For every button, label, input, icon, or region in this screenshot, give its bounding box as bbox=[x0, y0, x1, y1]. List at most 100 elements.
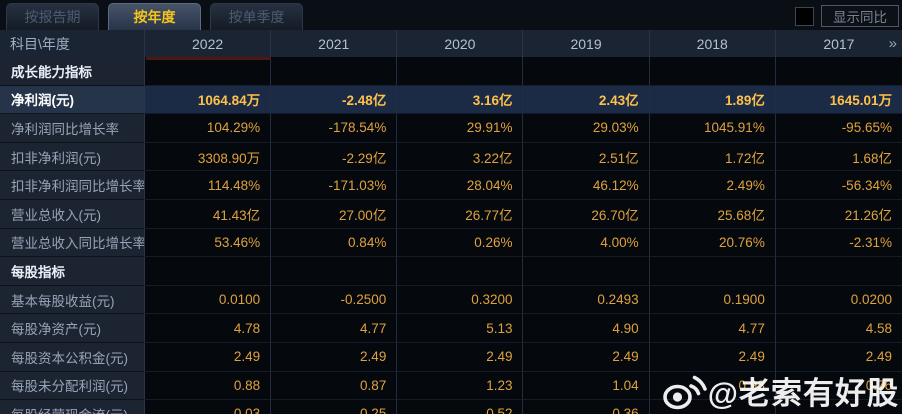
value-cell: 0.87 bbox=[271, 371, 398, 401]
value-cell bbox=[775, 400, 902, 414]
value-cell: 114.48% bbox=[145, 171, 272, 200]
value-cell bbox=[397, 257, 524, 286]
corner-header-cell: 科目\年度 bbox=[0, 30, 145, 57]
show-yoy-label[interactable]: 显示同比 bbox=[821, 5, 899, 27]
table-body: 成长能力指标 净利润(元) 1064.84万 -2.48亿 3.16亿 2.43亿 1.89… bbox=[0, 57, 902, 414]
table-row[interactable]: 营业总收入同比增长率 53.46% 0.84% 0.26% 4.00% 20.76% -2.… bbox=[0, 228, 902, 258]
value-cell: 4.77 bbox=[271, 314, 398, 343]
selected-column-indicator bbox=[146, 57, 271, 60]
tab-by-single-quarter[interactable]: 按单季度 bbox=[210, 3, 303, 30]
value-cell: 2.49 bbox=[649, 342, 776, 372]
value-cell: 21.26亿 bbox=[775, 199, 902, 229]
tab-by-report-period[interactable]: 按报告期 bbox=[6, 3, 99, 30]
value-cell: 53.46% bbox=[145, 228, 272, 258]
row-label: 扣非净利润(元) bbox=[0, 142, 145, 172]
value-cell: 26.77亿 bbox=[397, 199, 524, 229]
row-label: 成长能力指标 bbox=[0, 57, 145, 86]
row-label: 每股净资产(元) bbox=[0, 314, 145, 343]
value-cell bbox=[523, 57, 650, 86]
value-cell: 4.90 bbox=[523, 314, 650, 343]
value-cell: 25.68亿 bbox=[649, 199, 776, 229]
value-cell: 1064.84万 bbox=[145, 85, 272, 115]
value-cell: -2.48亿 bbox=[271, 85, 398, 115]
value-cell bbox=[145, 257, 272, 286]
table-row[interactable]: 每股经营现金流(元)0.030.250.520.36 bbox=[0, 400, 902, 414]
value-cell: 2.49 bbox=[397, 342, 524, 372]
row-label: 基本每股收益(元) bbox=[0, 285, 145, 315]
value-cell bbox=[145, 57, 272, 86]
value-cell: 28.04% bbox=[397, 171, 524, 200]
value-cell: 4.58 bbox=[775, 314, 902, 343]
row-label: 每股未分配利润(元) bbox=[0, 371, 145, 401]
value-cell: -178.54% bbox=[271, 114, 398, 143]
year-column-header[interactable]: 2019 bbox=[523, 30, 650, 57]
financial-table: 科目\年度 2022 2021 2020 2019 2018 2017» 成长能力指标 净利… bbox=[0, 30, 902, 414]
row-label: 每股经营现金流(元) bbox=[0, 400, 145, 414]
tab-by-year[interactable]: 按年度 bbox=[108, 3, 201, 30]
table-row[interactable]: 每股资本公积金(元) 2.49 2.49 2.49 2.49 2.49 2.49 bbox=[0, 342, 902, 372]
value-cell: 1645.01万 bbox=[775, 85, 902, 115]
value-cell bbox=[271, 257, 398, 286]
value-cell: 0.36 bbox=[523, 400, 650, 414]
row-label: 扣非净利润同比增长率 bbox=[0, 171, 145, 200]
table-row[interactable]: 扣非净利润(元) 3308.90万 -2.29亿 3.22亿 2.51亿 1.72亿 1.6… bbox=[0, 142, 902, 172]
year-column-header[interactable]: 2021 bbox=[271, 30, 398, 57]
table-header-row: 科目\年度 2022 2021 2020 2019 2018 2017» bbox=[0, 30, 902, 57]
yoy-controls: 显示同比 bbox=[795, 5, 899, 27]
value-cell: -0.2500 bbox=[271, 285, 398, 315]
value-cell: 1.68亿 bbox=[775, 142, 902, 172]
value-cell: 5.13 bbox=[397, 314, 524, 343]
table-row[interactable]: 扣非净利润同比增长率 114.48% -171.03% 28.04% 46.12% 2.4… bbox=[0, 171, 902, 200]
row-label: 每股资本公积金(元) bbox=[0, 342, 145, 372]
value-cell: 0.26% bbox=[397, 228, 524, 258]
value-cell: 0.0100 bbox=[145, 285, 272, 315]
table-row[interactable]: 基本每股收益(元) 0.0100 -0.2500 0.3200 0.2493 0.1900… bbox=[0, 285, 902, 315]
value-cell bbox=[271, 57, 398, 86]
table-row[interactable]: 净利润(元) 1064.84万 -2.48亿 3.16亿 2.43亿 1.89亿 1645.… bbox=[0, 85, 902, 115]
value-cell: 29.03% bbox=[523, 114, 650, 143]
value-cell: 4.00% bbox=[523, 228, 650, 258]
value-cell: 0.25 bbox=[271, 400, 398, 414]
value-cell: 0.52 bbox=[397, 400, 524, 414]
value-cell: 1045.91% bbox=[649, 114, 776, 143]
value-cell: 1.72亿 bbox=[649, 142, 776, 172]
value-cell: 2.51亿 bbox=[523, 142, 650, 172]
value-cell: 2.49 bbox=[145, 342, 272, 372]
more-columns-chevron-icon[interactable]: » bbox=[888, 35, 897, 52]
value-cell: -171.03% bbox=[271, 171, 398, 200]
table-row[interactable]: 营业总收入(元) 41.43亿 27.00亿 26.77亿 26.70亿 25.68亿 21… bbox=[0, 199, 902, 229]
value-cell: 0.1900 bbox=[649, 285, 776, 315]
year-column-header[interactable]: 2018 bbox=[649, 30, 776, 57]
value-cell bbox=[775, 57, 902, 86]
value-cell: -2.31% bbox=[775, 228, 902, 258]
value-cell: 0.93 bbox=[649, 371, 776, 401]
value-cell: 1.04 bbox=[523, 371, 650, 401]
value-cell: 0.84% bbox=[271, 228, 398, 258]
show-yoy-checkbox[interactable] bbox=[795, 6, 814, 26]
period-tab-bar: 按报告期 按年度 按单季度 显示同比 bbox=[0, 0, 902, 30]
row-label: 净利润同比增长率 bbox=[0, 114, 145, 143]
value-cell: 2.49 bbox=[775, 342, 902, 372]
value-cell: 104.29% bbox=[145, 114, 272, 143]
value-cell: 26.70亿 bbox=[523, 199, 650, 229]
table-row[interactable]: 每股未分配利润(元) 0.88 0.87 1.23 1.04 0.93 0.76 bbox=[0, 371, 902, 401]
value-cell bbox=[775, 257, 902, 286]
year-column-header[interactable]: 2022 bbox=[145, 30, 272, 57]
table-row[interactable]: 每股净资产(元) 4.78 4.77 5.13 4.90 4.77 4.58 bbox=[0, 314, 902, 343]
table-row[interactable]: 净利润同比增长率 104.29% -178.54% 29.91% 29.03% 1045.… bbox=[0, 114, 902, 143]
value-cell: 1.89亿 bbox=[649, 85, 776, 115]
value-cell: 27.00亿 bbox=[271, 199, 398, 229]
row-label: 营业总收入同比增长率 bbox=[0, 228, 145, 258]
year-column-header[interactable]: 2017» bbox=[775, 30, 902, 57]
value-cell bbox=[397, 57, 524, 86]
section-row[interactable]: 成长能力指标 bbox=[0, 57, 902, 86]
section-row[interactable]: 每股指标 bbox=[0, 257, 902, 286]
value-cell: -56.34% bbox=[775, 171, 902, 200]
year-column-header[interactable]: 2020 bbox=[397, 30, 524, 57]
value-cell: 0.76 bbox=[775, 371, 902, 401]
value-cell: 20.76% bbox=[649, 228, 776, 258]
value-cell: 2.49% bbox=[649, 171, 776, 200]
value-cell: 0.03 bbox=[145, 400, 272, 414]
value-cell: 46.12% bbox=[523, 171, 650, 200]
value-cell: 2.43亿 bbox=[523, 85, 650, 115]
